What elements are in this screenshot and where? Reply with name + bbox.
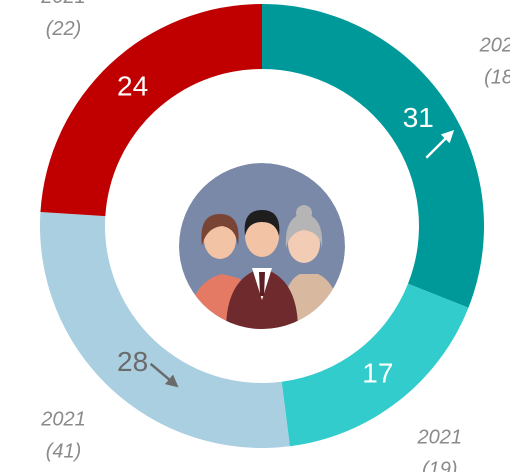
center-icon (179, 163, 345, 329)
annotation-year: 2021 (479, 34, 510, 56)
annotation-year: 2021 (40, 409, 86, 431)
trend-arrow (149, 362, 179, 388)
donut-segment (281, 283, 469, 447)
value-label: 28 (117, 346, 148, 377)
labels: 31 2021 (18) 17 2021 (19) 28 2021 (41) 24 2021 (22) (40, 0, 510, 472)
annotation-value: (22) (46, 18, 82, 40)
annotation-value: (19) (422, 458, 458, 472)
annotation-year: 2021 (416, 426, 462, 448)
value-label: 31 (403, 102, 434, 133)
annotation-value: (41) (46, 441, 82, 463)
value-label: 24 (117, 71, 148, 102)
trend-arrow (425, 129, 455, 159)
donut-segment (39, 212, 290, 448)
annotation-year: 2021 (40, 0, 86, 8)
annotation-value: (18) (484, 66, 510, 88)
donut-segment (262, 4, 484, 308)
value-label: 17 (362, 358, 393, 389)
segments (39, 4, 484, 448)
donut-segment (40, 4, 262, 217)
